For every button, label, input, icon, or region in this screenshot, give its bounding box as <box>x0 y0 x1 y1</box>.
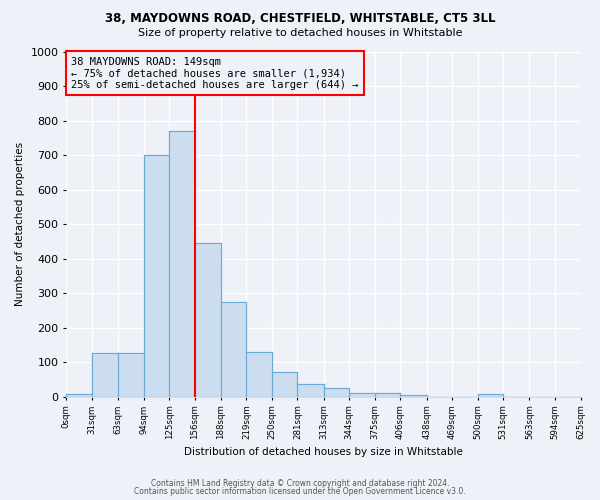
Text: 38, MAYDOWNS ROAD, CHESTFIELD, WHITSTABLE, CT5 3LL: 38, MAYDOWNS ROAD, CHESTFIELD, WHITSTABL… <box>105 12 495 26</box>
Text: 38 MAYDOWNS ROAD: 149sqm
← 75% of detached houses are smaller (1,934)
25% of sem: 38 MAYDOWNS ROAD: 149sqm ← 75% of detach… <box>71 56 359 90</box>
Y-axis label: Number of detached properties: Number of detached properties <box>15 142 25 306</box>
X-axis label: Distribution of detached houses by size in Whitstable: Distribution of detached houses by size … <box>184 448 463 458</box>
Text: Size of property relative to detached houses in Whitstable: Size of property relative to detached ho… <box>138 28 462 38</box>
Text: Contains HM Land Registry data © Crown copyright and database right 2024.: Contains HM Land Registry data © Crown c… <box>151 478 449 488</box>
Text: Contains public sector information licensed under the Open Government Licence v3: Contains public sector information licen… <box>134 487 466 496</box>
